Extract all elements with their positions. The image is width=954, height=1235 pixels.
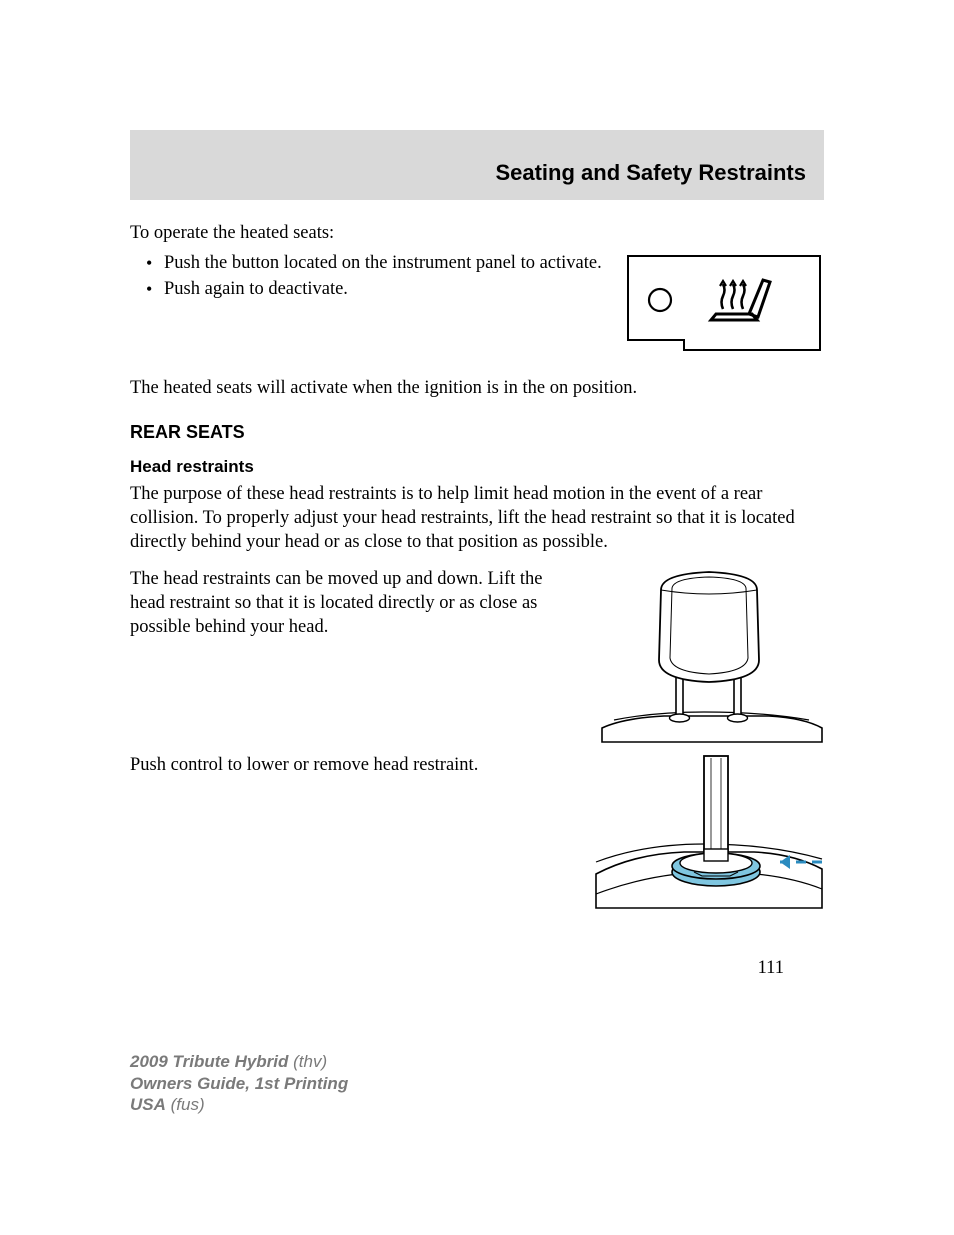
footer-line-1: 2009 Tribute Hybrid (thv) xyxy=(130,1051,348,1072)
header-bar: Seating and Safety Restraints xyxy=(130,130,824,200)
footer-code-2: (fus) xyxy=(166,1095,205,1114)
page-number: 111 xyxy=(130,958,824,979)
control-row: Push control to lower or remove head res… xyxy=(130,754,824,914)
bullet-item: Push again to deactivate. xyxy=(150,278,604,302)
headrest-illustration xyxy=(594,568,824,743)
footer: 2009 Tribute Hybrid (thv) Owners Guide, … xyxy=(130,1051,348,1115)
bullet-column: Push the button located on the instrumen… xyxy=(130,252,604,312)
headrest-control-illustration xyxy=(594,754,824,909)
footer-model: 2009 Tribute Hybrid xyxy=(130,1052,288,1071)
section-heading: REAR SEATS xyxy=(130,422,824,443)
page: Seating and Safety Restraints To operate… xyxy=(0,0,954,1235)
footer-line-2: Owners Guide, 1st Printing xyxy=(130,1073,348,1094)
header-title: Seating and Safety Restraints xyxy=(495,160,806,186)
heated-seats-row: Push the button located on the instrumen… xyxy=(130,252,824,359)
footer-code-1: (thv) xyxy=(288,1052,327,1071)
footer-region: USA xyxy=(130,1095,166,1114)
move-para: The head restraints can be moved up and … xyxy=(130,568,574,639)
push-para: Push control to lower or remove head res… xyxy=(130,754,574,778)
headrest-figure xyxy=(594,568,824,748)
after-bullet-para: The heated seats will activate when the … xyxy=(130,377,824,401)
footer-line-3: USA (fus) xyxy=(130,1094,348,1115)
bullet-item: Push the button located on the instrumen… xyxy=(150,252,604,276)
purpose-para: The purpose of these head restraints is … xyxy=(130,483,824,554)
heated-seat-icon xyxy=(624,252,824,354)
headrest-row: The head restraints can be moved up and … xyxy=(130,568,824,748)
sub-heading: Head restraints xyxy=(130,457,824,477)
bullet-list: Push the button located on the instrumen… xyxy=(130,252,604,302)
control-figure xyxy=(594,754,824,914)
heated-seat-icon-figure xyxy=(624,252,824,359)
intro-text: To operate the heated seats: xyxy=(130,222,824,246)
